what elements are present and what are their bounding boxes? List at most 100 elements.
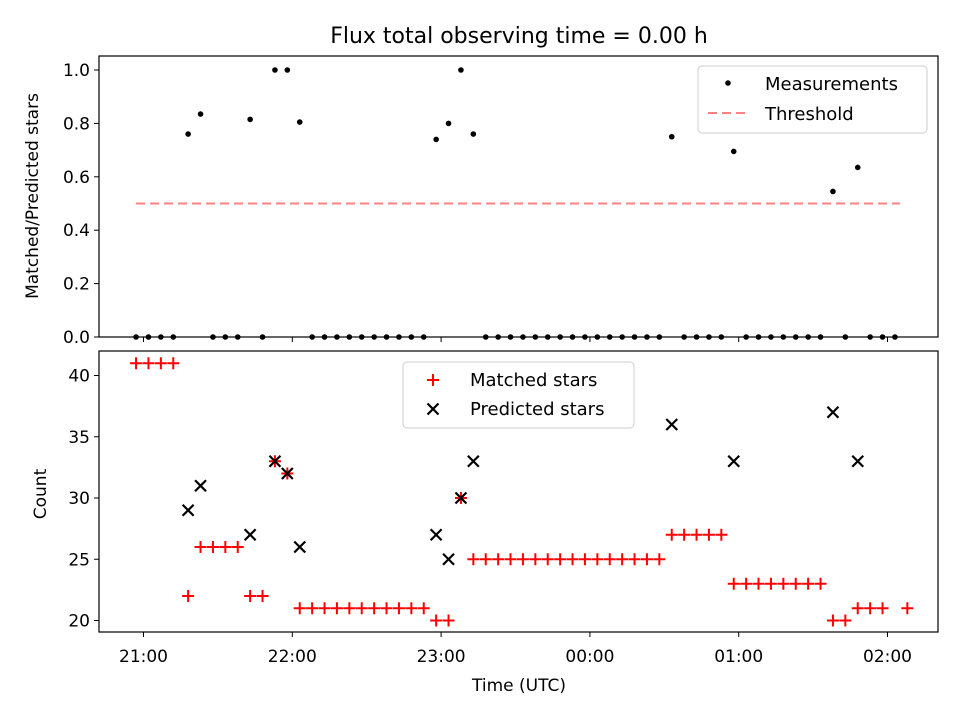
x-marker-b	[442, 552, 455, 566]
measurement-point	[358, 334, 365, 340]
measurement-point	[854, 164, 861, 171]
chart-title: Flux total observing time = 0.00 h	[330, 24, 708, 49]
x-marker-b	[727, 454, 741, 468]
measurement-point	[321, 334, 328, 340]
measurement-point	[792, 334, 799, 340]
matched-star-point	[516, 553, 529, 566]
matched-star-point	[578, 553, 591, 566]
measurement-point	[706, 334, 712, 340]
bottom-panel: 20 25 30 35 40 21:00 22:00 23:00 00:00 01:00 02:0…	[31, 350, 939, 696]
matched-star-point	[715, 528, 728, 541]
bottom-y-tick-label: 25	[68, 550, 90, 570]
matched-star-point	[628, 553, 641, 566]
matched-star-point	[330, 602, 343, 615]
x-axis-label: Time (UTC)	[471, 676, 566, 696]
measurement-point	[842, 334, 849, 340]
measurement-point	[334, 334, 340, 340]
legend-predicted-x	[426, 402, 440, 416]
measurement-point	[445, 120, 452, 127]
measurement-point	[346, 334, 353, 340]
x-marker-b	[467, 454, 480, 468]
bottom-legend-box	[402, 361, 635, 429]
matched-star-point	[640, 553, 653, 566]
measurement-point	[780, 334, 787, 340]
measurement-point	[656, 334, 663, 340]
x-tick-label: 00:00	[565, 647, 614, 667]
measurement-point	[582, 334, 588, 340]
x-marker-b	[426, 402, 440, 416]
bottom-y-tick-label: 30	[68, 489, 90, 509]
measurement-point	[371, 334, 377, 340]
measurement-point	[668, 133, 675, 140]
matched-star-point	[802, 577, 815, 590]
matched-star-point	[541, 553, 554, 566]
bottom-y-ticks: 20 25 30 35 40	[68, 367, 99, 632]
measurement-point	[284, 67, 291, 73]
matched-star-point	[467, 553, 480, 566]
measurement-point	[396, 334, 402, 340]
predicted-star-point	[293, 540, 307, 554]
measurement-point	[743, 334, 749, 340]
measurement-point	[158, 334, 164, 340]
matched-star-point	[752, 577, 765, 590]
matched-star-point	[355, 602, 368, 615]
top-y-tick-label: 0.4	[63, 221, 90, 241]
matched-star-point	[380, 602, 393, 615]
predicted-star-point	[851, 454, 865, 468]
predicted-star-point	[181, 503, 195, 517]
measurement-point	[234, 334, 241, 340]
top-y-tick-label: 0.8	[63, 114, 90, 134]
bottom-y-tick-label: 35	[68, 428, 90, 448]
matched-star-point	[864, 602, 877, 615]
predicted-star-point	[826, 405, 840, 419]
measurement-point	[718, 334, 725, 340]
x-tick-label: 23:00	[417, 647, 466, 667]
measurement-point	[606, 334, 613, 340]
x-tick-label: 01:00	[714, 647, 763, 667]
matched-star-point	[182, 590, 195, 602]
top-y-tick-label: 0.2	[63, 275, 90, 295]
measurement-point	[569, 334, 576, 340]
x-marker-b	[429, 528, 443, 542]
measurement-point	[133, 334, 139, 340]
measurement-point	[458, 67, 464, 73]
matched-star-point	[839, 614, 852, 627]
predicted-star-point	[454, 491, 468, 505]
matched-star-point	[417, 602, 430, 615]
measurement-point	[544, 334, 551, 340]
legend-threshold-label: Threshold	[764, 104, 854, 125]
top-y-tick-label: 0.6	[63, 168, 90, 188]
x-marker-b	[194, 479, 207, 493]
measurement-point	[879, 334, 886, 340]
measurement-point	[482, 334, 489, 340]
measurement-point	[693, 334, 700, 340]
matched-star-point	[616, 553, 629, 566]
measurement-point	[631, 334, 638, 340]
measurement-point	[296, 119, 303, 125]
predicted-star-point	[467, 454, 480, 468]
x-marker-b	[181, 503, 195, 517]
measurement-point	[520, 334, 526, 340]
x-marker-b	[454, 491, 468, 505]
matched-star-point	[219, 541, 232, 553]
legend-measurements-label: Measurements	[765, 74, 898, 95]
bottom-x-ticks: 21:00 22:00 23:00 00:00 01:00 02:00	[119, 632, 912, 667]
measurement-point	[681, 334, 687, 340]
matched-star-point	[492, 553, 505, 566]
matched-star-point	[194, 541, 207, 553]
measurement-point	[644, 334, 650, 340]
matched-star-point	[368, 602, 381, 615]
legend-predicted-marker	[426, 402, 440, 416]
legend-measurements-marker	[725, 80, 731, 86]
measurement-point	[470, 131, 477, 137]
measurement-point	[830, 188, 836, 195]
x-tick-label: 21:00	[119, 647, 168, 667]
measurement-point	[892, 334, 898, 340]
predicted-star-point	[442, 552, 455, 566]
matched-star-point	[653, 553, 666, 566]
matched-star-point	[851, 602, 864, 615]
predicted-star-point	[243, 528, 257, 542]
matched-star-point	[130, 357, 143, 370]
matched-star-point	[142, 357, 155, 370]
